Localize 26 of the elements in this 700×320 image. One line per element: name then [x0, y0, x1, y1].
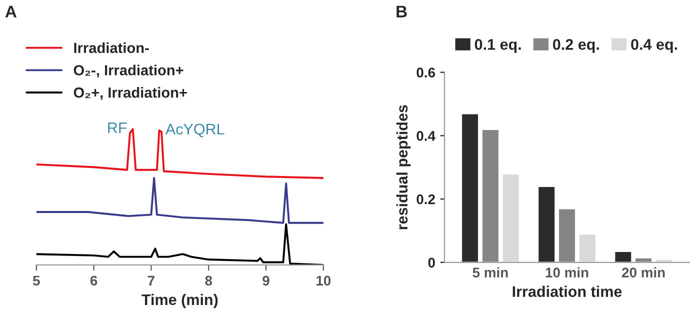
- x-tick-label: 8: [205, 276, 212, 286]
- x-tick-label: 10: [316, 276, 331, 286]
- x-tick-label: 7: [148, 276, 154, 286]
- x-axis-title: Time (min): [142, 294, 218, 308]
- legend-label: 0.2 eq.: [552, 39, 599, 53]
- x-tick-label: 5 min: [472, 267, 508, 278]
- y-axis-title: residual peptides: [396, 105, 411, 230]
- x-axis-title: Irradiation time: [512, 286, 622, 297]
- y-tick-label: 0.2: [416, 194, 435, 204]
- chart-title: A: [5, 6, 16, 18]
- chart-title: B: [396, 6, 407, 18]
- legend-label: O₂+, Irradiation+: [74, 87, 187, 100]
- x-tick-label: 20 min: [622, 267, 665, 278]
- x-tick-label: 5: [32, 276, 40, 286]
- legend-label: 0.4 eq.: [631, 39, 678, 53]
- legend-label: Irradiation-: [74, 42, 149, 54]
- legend-label: 0.1 eq.: [474, 39, 521, 53]
- annotation: AcYQRL: [165, 124, 224, 138]
- x-tick-label: 10 min: [546, 267, 588, 278]
- y-tick-label: 0.4: [416, 131, 436, 141]
- legend-label: O₂-, Irradiation+: [74, 64, 184, 78]
- y-tick-label: 0.6: [416, 68, 435, 78]
- y-tick-label: 0: [428, 258, 435, 268]
- x-tick-label: 6: [90, 276, 98, 286]
- annotation: RF: [108, 122, 127, 134]
- x-tick-label: 9: [262, 276, 270, 286]
